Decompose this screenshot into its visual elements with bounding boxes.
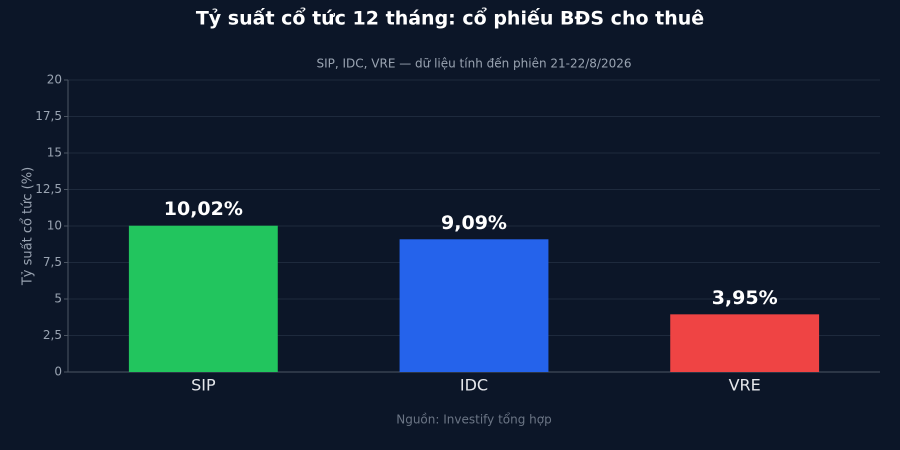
value-label: 9,09% [441, 212, 507, 234]
y-tick-label: 0 [54, 365, 62, 379]
source-note: Nguồn: Investify tổng hợp [396, 413, 552, 427]
x-tick-label: VRE [729, 376, 761, 395]
y-axis-title: Tỷ suất cổ tức (%) [21, 167, 36, 286]
y-tick-label: 17,5 [35, 109, 62, 123]
x-tick-label: IDC [460, 376, 488, 395]
y-tick-label: 5 [54, 292, 62, 306]
y-tick-label: 10 [47, 219, 62, 233]
bar [128, 225, 278, 372]
y-tick-label: 20 [47, 73, 62, 87]
chart-title: Tỷ suất cổ tức 12 tháng: cổ phiếu BĐS ch… [196, 7, 704, 30]
chart-subtitle: SIP, IDC, VRE — dữ liệu tính đến phiên 2… [316, 57, 631, 71]
y-tick-label: 2,5 [43, 328, 62, 342]
bar [670, 314, 820, 372]
y-tick-label: 7,5 [43, 255, 62, 269]
y-tick-label: 12,5 [35, 182, 62, 196]
y-tick-label: 15 [47, 146, 62, 160]
bar [399, 239, 549, 372]
value-label: 10,02% [164, 198, 243, 220]
x-tick-label: SIP [191, 376, 216, 395]
value-label: 3,95% [712, 287, 778, 309]
